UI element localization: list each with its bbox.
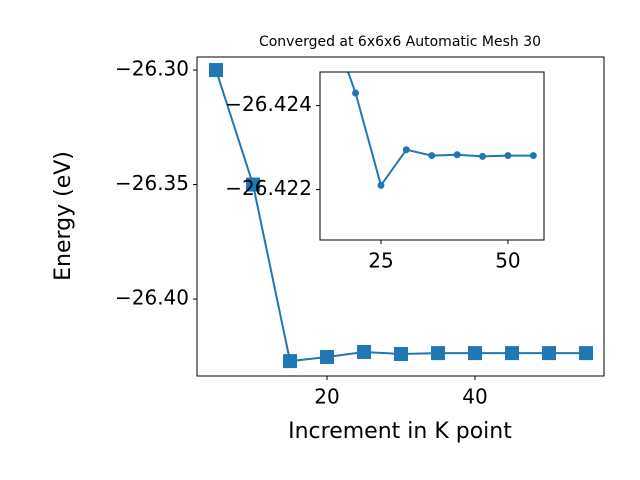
- marker: [529, 152, 537, 160]
- axes-frame: [196, 56, 605, 377]
- x-tick-label: 25: [368, 249, 393, 273]
- y-tick-label: −26.35: [115, 171, 189, 195]
- plot-series: [327, 18, 537, 189]
- marker: [327, 18, 334, 25]
- x-tick-label: 20: [314, 385, 339, 409]
- marker: [428, 152, 436, 160]
- marker: [453, 151, 461, 159]
- marker: [579, 346, 594, 361]
- marker: [377, 181, 385, 189]
- y-tick-label: −26.40: [115, 286, 189, 310]
- y-axis-label: Energy (eV): [51, 151, 76, 281]
- marker: [394, 347, 409, 362]
- x-tick-label: 40: [462, 385, 487, 409]
- marker: [542, 346, 557, 361]
- marker: [431, 346, 446, 361]
- marker: [357, 344, 372, 359]
- marker: [209, 63, 224, 78]
- y-tick-label: −26.30: [115, 57, 189, 81]
- marker: [320, 349, 335, 364]
- marker: [479, 152, 487, 160]
- marker: [468, 346, 483, 361]
- marker: [505, 346, 520, 361]
- marker: [402, 146, 410, 154]
- marker: [283, 354, 298, 369]
- chart-title: Converged at 6x6x6 Automatic Mesh 30: [259, 34, 541, 50]
- y-tick-label: −26.424: [225, 92, 312, 116]
- axes-frame: [319, 71, 545, 241]
- marker: [246, 177, 261, 192]
- plot-series: [209, 63, 594, 369]
- x-tick-label: 50: [495, 249, 520, 273]
- marker: [352, 89, 360, 97]
- x-axis-label: Increment in K point: [288, 419, 512, 444]
- marker: [504, 152, 512, 160]
- y-tick-label: −26.422: [225, 176, 312, 200]
